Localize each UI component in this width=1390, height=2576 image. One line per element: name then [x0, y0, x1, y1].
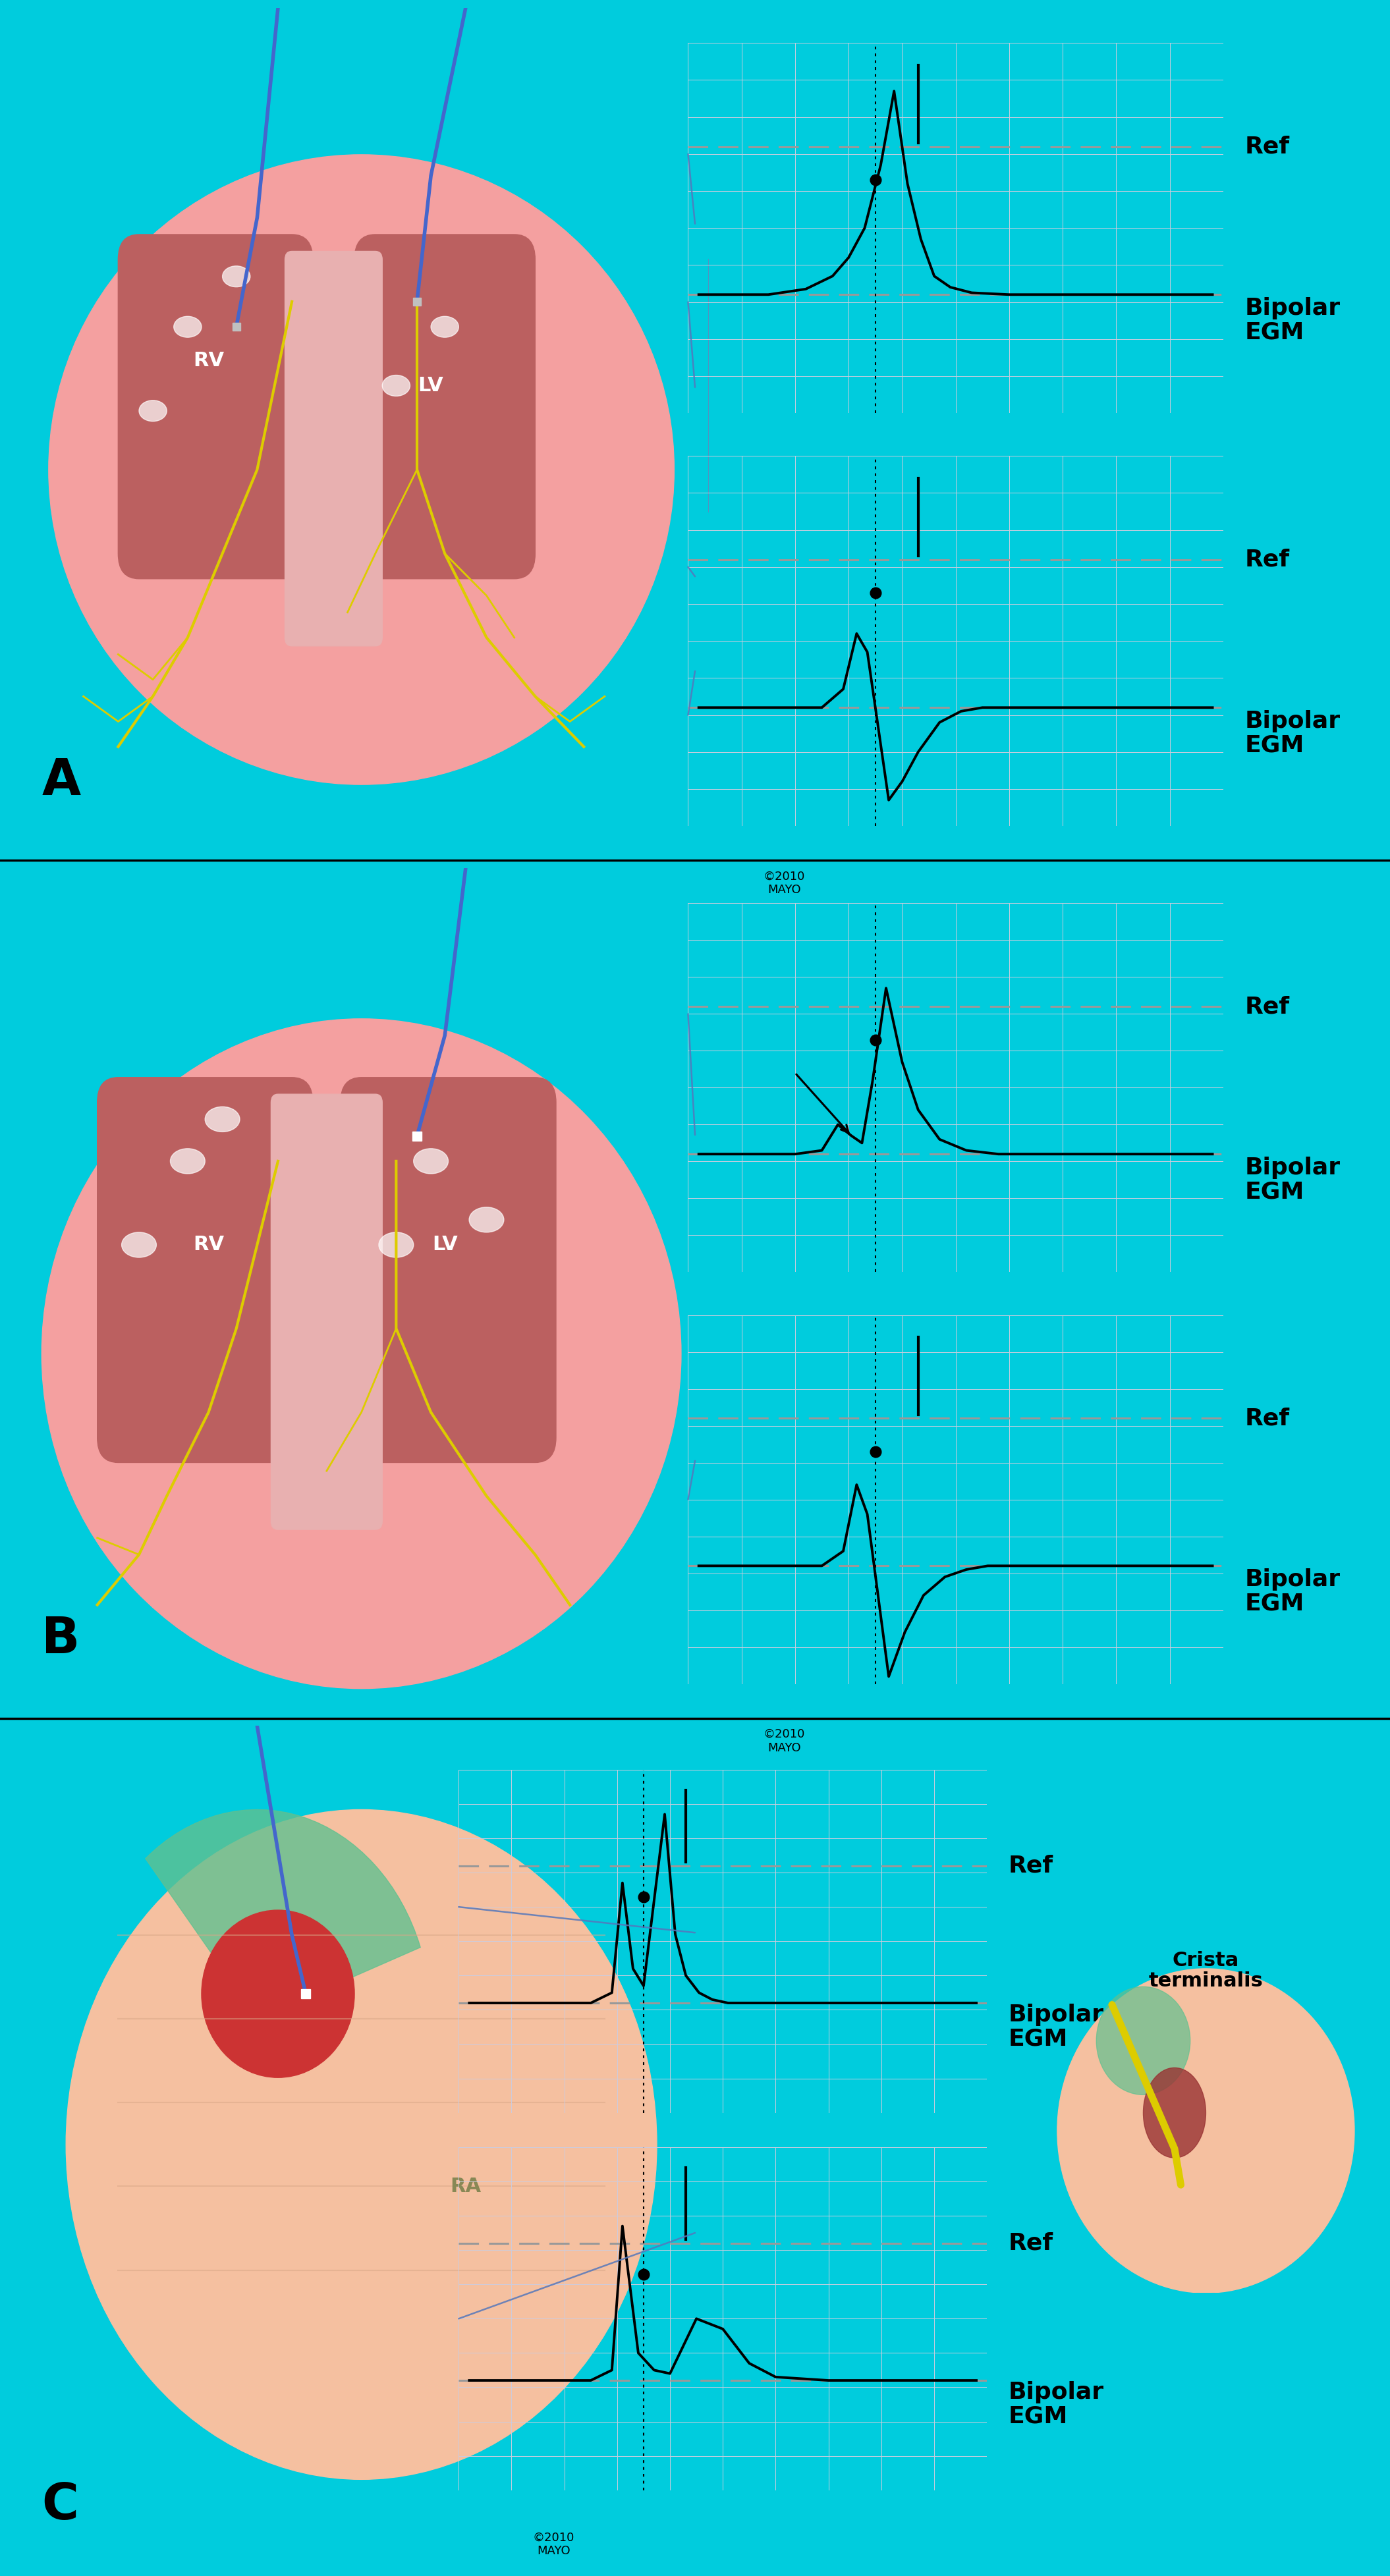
Text: ©2010
MAYO: ©2010 MAYO [763, 871, 805, 896]
Text: A: A [42, 757, 81, 806]
FancyBboxPatch shape [118, 234, 313, 580]
Ellipse shape [42, 1018, 681, 1690]
Text: Ref: Ref [1008, 2231, 1052, 2254]
Ellipse shape [202, 1911, 354, 2076]
Text: RA: RA [450, 2177, 481, 2195]
Text: LV: LV [418, 376, 443, 394]
Text: ©2010
MAYO: ©2010 MAYO [763, 1728, 805, 1754]
Ellipse shape [382, 376, 410, 397]
Text: LV: LV [432, 1236, 457, 1255]
Text: B: B [42, 1615, 81, 1664]
Ellipse shape [414, 1149, 448, 1175]
FancyBboxPatch shape [97, 1077, 313, 1463]
Ellipse shape [1097, 1986, 1190, 2094]
FancyBboxPatch shape [354, 234, 535, 580]
FancyBboxPatch shape [285, 252, 382, 647]
Ellipse shape [49, 155, 674, 786]
Text: Ref: Ref [1244, 1406, 1290, 1430]
Ellipse shape [171, 1149, 206, 1175]
Text: RV: RV [193, 350, 224, 371]
Text: Bipolar
EGM: Bipolar EGM [1244, 1569, 1340, 1615]
Text: C: C [42, 2481, 79, 2530]
Ellipse shape [206, 1108, 240, 1131]
FancyBboxPatch shape [271, 1095, 382, 1530]
Text: Ref: Ref [1008, 1855, 1052, 1878]
FancyBboxPatch shape [341, 1077, 556, 1463]
Text: ©2010
MAYO: ©2010 MAYO [532, 2532, 574, 2558]
Text: Bipolar
EGM: Bipolar EGM [1008, 2380, 1104, 2427]
Text: Bipolar
EGM: Bipolar EGM [1008, 2004, 1104, 2050]
Ellipse shape [139, 399, 167, 422]
Text: Ref: Ref [1244, 994, 1290, 1018]
Wedge shape [146, 1811, 420, 2020]
Ellipse shape [470, 1208, 503, 1231]
Ellipse shape [431, 317, 459, 337]
Text: Ref: Ref [1244, 137, 1290, 157]
Text: Crista
terminalis: Crista terminalis [1148, 1950, 1264, 1991]
Text: Bipolar
EGM: Bipolar EGM [1244, 1157, 1340, 1203]
Ellipse shape [222, 265, 250, 286]
Ellipse shape [378, 1231, 414, 1257]
Ellipse shape [1143, 2069, 1207, 2159]
Text: Ref: Ref [1244, 549, 1290, 572]
Ellipse shape [174, 317, 202, 337]
Ellipse shape [1058, 1968, 1354, 2293]
Text: Bipolar
EGM: Bipolar EGM [1244, 296, 1340, 343]
Ellipse shape [67, 1808, 657, 2478]
Text: Bipolar
EGM: Bipolar EGM [1244, 711, 1340, 757]
Text: RV: RV [193, 1236, 224, 1255]
Ellipse shape [122, 1231, 156, 1257]
